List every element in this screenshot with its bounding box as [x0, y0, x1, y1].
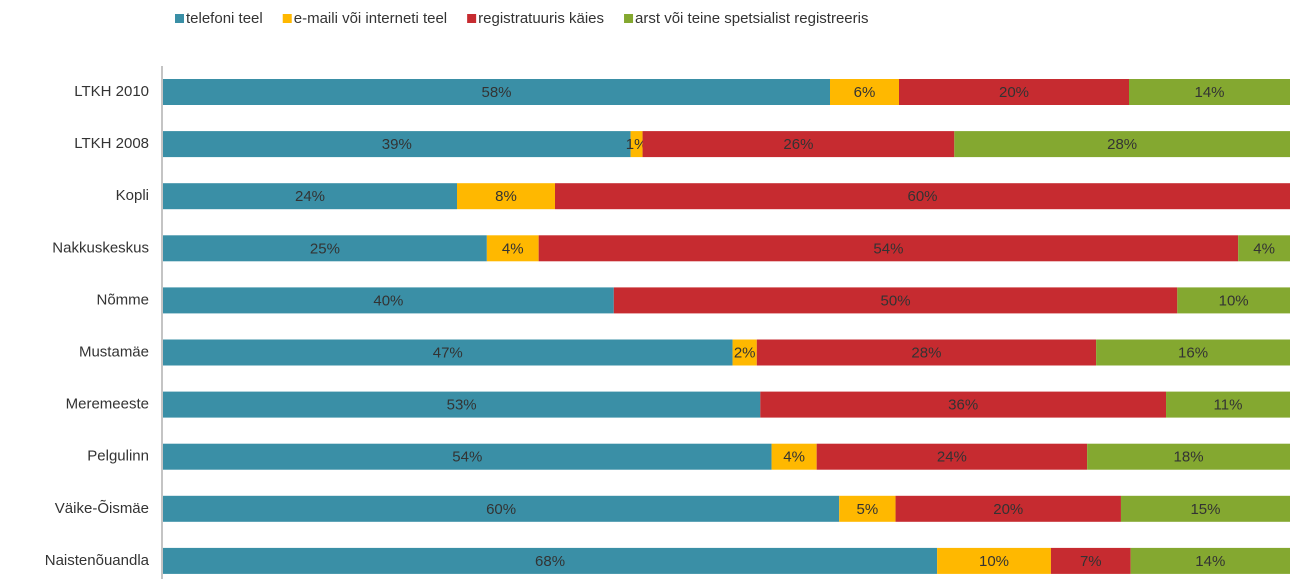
bar-segment: [613, 287, 1178, 314]
bar-segment: [760, 391, 1167, 418]
bar-segment: [1177, 287, 1290, 314]
bar-segment: [937, 547, 1051, 574]
bar-segment: [895, 495, 1121, 522]
bar-segment: [538, 235, 1239, 262]
value-label: 1%: [626, 136, 648, 153]
y-tick-label: Mustamäe: [79, 343, 149, 360]
value-label: 24%: [295, 188, 325, 205]
value-label: 25%: [310, 240, 340, 257]
value-label: 68%: [535, 553, 565, 570]
legend-swatch: [467, 14, 477, 23]
bar-segment: [756, 339, 1097, 366]
bar-segment: [163, 131, 631, 158]
value-label: 15%: [1190, 501, 1220, 518]
y-tick-label: LTKH 2010: [74, 83, 149, 100]
value-label: 58%: [481, 84, 511, 101]
bar-segment: [1166, 391, 1290, 418]
value-label: 54%: [452, 449, 482, 466]
bar-segment: [163, 235, 487, 262]
bar-segment: [830, 79, 899, 105]
legend-swatch: [624, 14, 634, 23]
value-label: 20%: [993, 501, 1023, 518]
value-label: 16%: [1178, 344, 1208, 361]
value-label: 36%: [948, 397, 978, 414]
value-label: 7%: [1080, 553, 1102, 570]
value-label: 28%: [911, 344, 941, 361]
y-tick-label: Kopli: [116, 187, 149, 204]
bar-segment: [1050, 547, 1131, 574]
value-label: 18%: [1174, 449, 1204, 466]
y-tick-label: Pelgulinn: [87, 448, 149, 465]
value-label: 10%: [1219, 292, 1249, 309]
bar-segment: [899, 79, 1129, 105]
y-tick-label: Nakkuskeskus: [52, 239, 149, 256]
y-tick-label: Meremeeste: [66, 396, 149, 413]
bar-segment: [163, 79, 830, 105]
value-label: 8%: [495, 188, 517, 205]
value-label: 2%: [734, 344, 756, 361]
y-tick-label: LTKH 2008: [74, 135, 149, 152]
value-label: 50%: [881, 292, 911, 309]
bar-segment: [163, 495, 840, 522]
bar-segment: [1129, 79, 1290, 105]
bar-segment: [1096, 339, 1290, 366]
value-label: 20%: [999, 84, 1029, 101]
bar-segment: [1130, 547, 1290, 574]
y-tick-label: Väike-Õismäe: [55, 500, 149, 517]
legend-label: e-maili või interneti teel: [294, 10, 447, 27]
value-label: 14%: [1195, 553, 1225, 570]
legend-label: arst või teine spetsialist registreeris: [635, 10, 868, 27]
value-label: 28%: [1107, 136, 1137, 153]
bar-segment: [163, 547, 938, 574]
bar-segment: [1087, 443, 1290, 470]
y-tick-label: Nõmme: [96, 291, 149, 308]
value-label: 6%: [854, 84, 876, 101]
value-label: 54%: [873, 240, 903, 257]
bar-segment: [163, 287, 614, 314]
bar-segment: [555, 183, 1290, 210]
value-label: 5%: [857, 501, 879, 518]
value-label: 24%: [937, 449, 967, 466]
bar-segment: [954, 131, 1290, 158]
value-label: 4%: [1253, 240, 1275, 257]
bar-segment: [163, 391, 761, 418]
value-label: 14%: [1194, 84, 1224, 101]
legend-label: registratuuris käies: [478, 10, 604, 27]
bar-segment: [1238, 235, 1290, 262]
bar-segment: [163, 443, 772, 470]
value-label: 10%: [979, 553, 1009, 570]
bar-segment: [486, 235, 539, 262]
value-label: 47%: [433, 344, 463, 361]
bar-segment: [732, 339, 757, 366]
bar-segment: [642, 131, 955, 158]
bar-segment: [630, 131, 643, 158]
y-tick-label: Naistenõuandla: [45, 552, 150, 569]
bar-segment: [457, 183, 555, 210]
bar-segment: [163, 339, 733, 366]
bar-segment: [163, 183, 457, 210]
legend-swatch: [282, 14, 292, 23]
bar-segment: [839, 495, 896, 522]
value-label: 39%: [382, 136, 412, 153]
bar-segment: [1120, 495, 1290, 522]
value-label: 11%: [1214, 397, 1243, 414]
value-label: 4%: [502, 240, 524, 257]
bar-segment: [771, 443, 817, 470]
legend-swatch: [175, 14, 184, 23]
value-label: 40%: [373, 292, 403, 309]
value-label: 4%: [783, 449, 805, 466]
value-label: 26%: [783, 136, 813, 153]
legend-label: telefoni teel: [186, 10, 263, 27]
value-label: 60%: [486, 501, 516, 518]
value-label: 60%: [907, 188, 937, 205]
value-label: 53%: [447, 397, 477, 414]
bar-segment: [816, 443, 1088, 470]
